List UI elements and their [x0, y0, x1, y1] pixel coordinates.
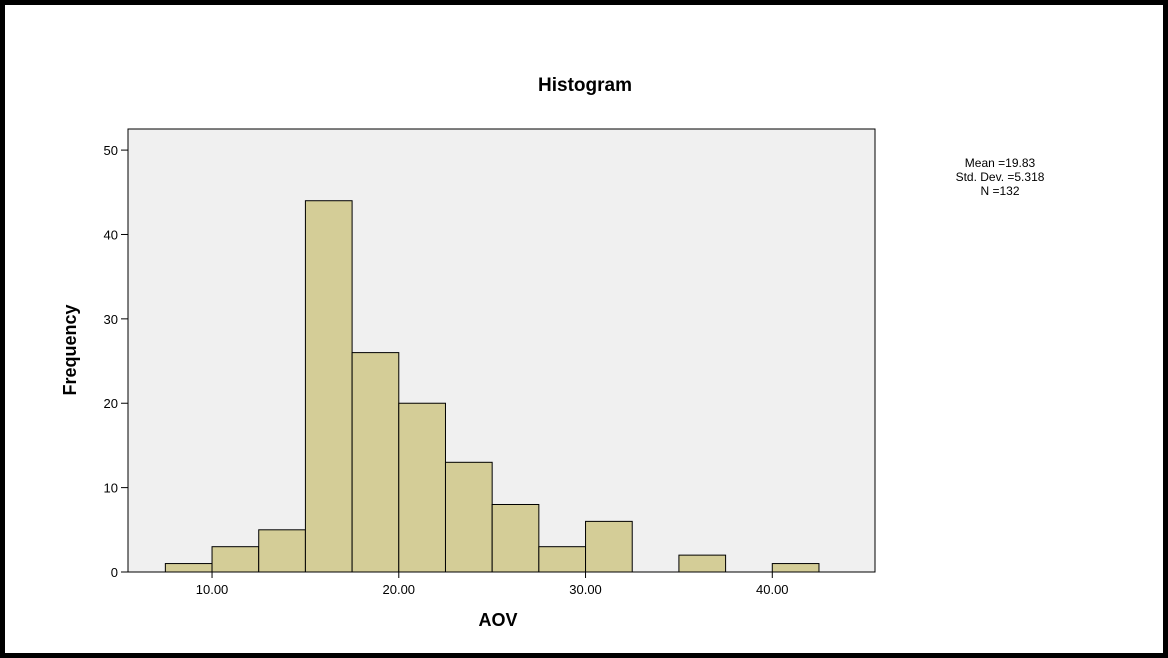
histogram-bar [491, 503, 540, 573]
histogram-bar [304, 200, 353, 573]
x-axis-label: AOV [478, 610, 517, 630]
y-tick-label: 40 [104, 227, 118, 242]
stats-box: Mean =19.83 Std. Dev. =5.318 N =132 [956, 156, 1045, 198]
histogram-bar [444, 461, 493, 573]
x-tick-label: 30.00 [569, 582, 602, 597]
histogram-bar [398, 402, 446, 573]
y-tick-label: 50 [104, 143, 118, 158]
histogram-bar [211, 546, 260, 573]
bars-group [164, 200, 820, 573]
x-tick-label: 10.00 [196, 582, 229, 597]
histogram-bar [258, 529, 306, 573]
y-tick-label: 30 [104, 312, 118, 327]
y-tick-label: 20 [104, 396, 118, 411]
y-axis: 0 10 20 30 40 50 [104, 143, 128, 580]
plot-area [127, 128, 876, 573]
x-tick-label: 40.00 [756, 582, 789, 597]
histogram-bar [538, 546, 587, 573]
histogram-chart: Histogram 0 10 20 30 40 50 10.00 20.00 30.00 40.… [60, 75, 1045, 630]
y-tick-label: 10 [104, 481, 118, 496]
stat-mean: Mean =19.83 [965, 156, 1036, 170]
y-axis-label: Frequency [60, 304, 80, 395]
chart-title: Histogram [538, 75, 632, 96]
histogram-bar [678, 554, 727, 573]
histogram-bar [585, 520, 633, 573]
x-tick-label: 20.00 [383, 582, 416, 597]
histogram-bar [351, 352, 400, 573]
histogram-bar [164, 563, 213, 573]
x-axis: 10.00 20.00 30.00 40.00 [196, 572, 789, 597]
histogram-bar [771, 563, 820, 573]
y-tick-label: 0 [111, 565, 118, 580]
stat-std-dev: Std. Dev. =5.318 [956, 170, 1045, 184]
stat-n: N =132 [980, 184, 1019, 198]
